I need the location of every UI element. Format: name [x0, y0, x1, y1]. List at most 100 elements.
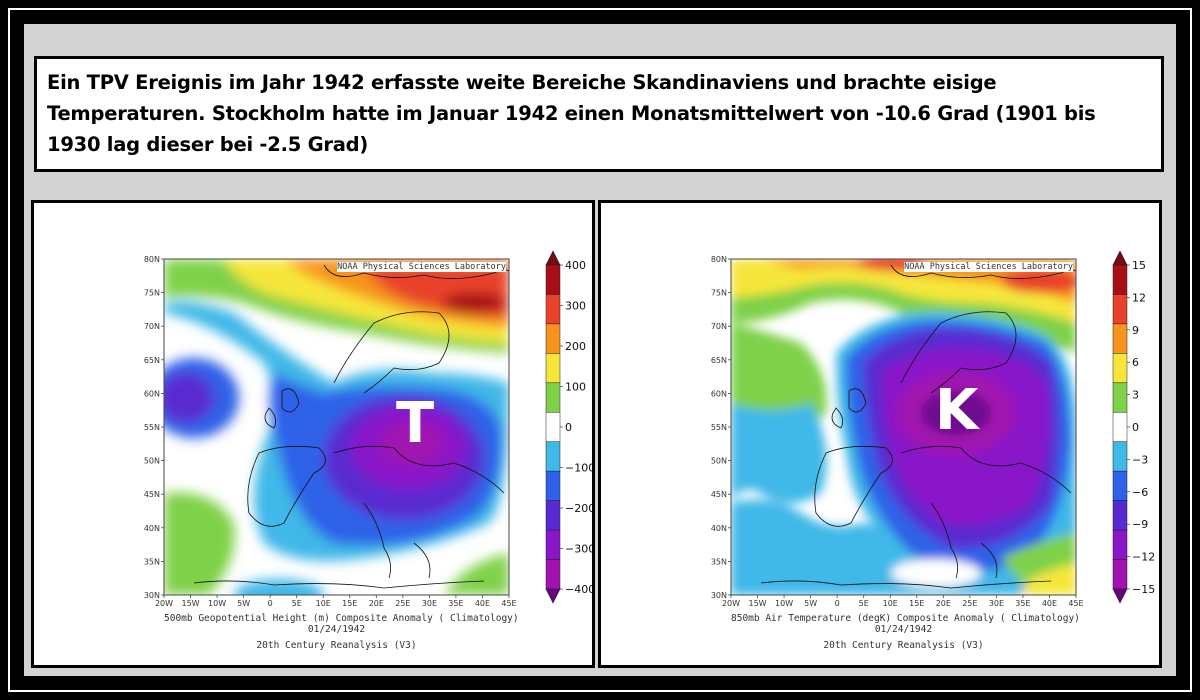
colorbar-label: 0 — [1132, 421, 1139, 434]
lon-tick-label: 15W — [181, 599, 199, 608]
lat-tick-label: 30N — [144, 591, 160, 600]
lat-tick-label: 60N — [144, 389, 160, 398]
colorbar-label: −12 — [1132, 551, 1155, 564]
lon-tick-label: 30E — [422, 599, 437, 608]
colorbar-temperature: 15 12 9 6 3 0 −3 −6 −9 −12 −15 — [1112, 250, 1155, 604]
lon-tick-label: 10W — [208, 599, 226, 608]
colorbar-label: −6 — [1132, 486, 1148, 499]
colorbar-label: 400 — [565, 259, 586, 272]
lat-tick-label: 55N — [144, 423, 160, 432]
colorbar-segment — [545, 529, 561, 560]
colorbar-segment — [545, 470, 561, 501]
lat-tick-label: 45N — [144, 490, 160, 499]
map-panel-temperature: 80N 75N 70N 65N 60N 55N 50N 45N 40N 35N 30N 20W 15W… — [598, 200, 1162, 668]
colorbar-segment — [545, 294, 561, 325]
colorbar-segment — [545, 382, 561, 413]
lat-tick-label: 50N — [711, 457, 727, 466]
colorbar-geopotential: 400 300 200 100 0 −100 −200 −300 −400 — [545, 250, 592, 604]
lat-tick-label: 70N — [144, 322, 160, 331]
lon-tick-label: 5W — [237, 599, 250, 608]
colorbar-segment — [1112, 323, 1128, 354]
lon-tick-label: 5W — [804, 599, 817, 608]
colorbar-label: −400 — [565, 583, 592, 596]
colorbar-segment — [545, 353, 561, 384]
colorbar-label: 6 — [1132, 356, 1139, 369]
map-geopotential: 80N 75N 70N 65N 60N 55N 50N 45N 40N 35N 30N 20W 15W… — [144, 250, 592, 608]
colorbar-segment — [1112, 529, 1128, 560]
lat-tick-label: 35N — [144, 557, 160, 566]
outer-frame — [8, 8, 1192, 692]
colorbar-segment — [1112, 412, 1128, 442]
caption-line1: 500mb Geopotential Height (m) Composite … — [164, 613, 519, 624]
lon-tick-label: 15E — [342, 599, 357, 608]
lon-ticks: 20W 15W 10W 5W 0 5E 10E 15E 20E 25E 30E 35E 40E 45E — [155, 595, 517, 608]
header-caption: Ein TPV Ereignis im Jahr 1942 erfasste w… — [34, 56, 1164, 172]
lat-tick-label: 45N — [711, 490, 727, 499]
colorbar-label: 100 — [565, 381, 586, 394]
colorbar-label: −100 — [565, 462, 592, 475]
map-panel-geopotential: 80N 75N 70N 65N 60N 55N 50N 45N 40N 35N 30N 20W 15W… — [31, 200, 595, 668]
big-letter-k: K — [935, 378, 979, 443]
colorbar-arrow-bottom — [545, 588, 561, 604]
colorbar-segment — [545, 264, 561, 295]
lat-ticks: 80N 75N 70N 65N 60N 55N 50N 45N 40N 35N 30N — [711, 255, 731, 600]
colorbar-arrow-bottom — [1112, 588, 1128, 604]
colorbar-label: 0 — [565, 421, 572, 434]
colorbar-segment — [1112, 441, 1128, 472]
lon-tick-label: 10E — [316, 599, 331, 608]
lat-tick-label: 60N — [711, 389, 727, 398]
lat-tick-label: 65N — [144, 356, 160, 365]
lon-tick-label: 20E — [369, 599, 384, 608]
colorbar-label: 3 — [1132, 389, 1139, 402]
caption-line3: 20th Century Reanalysis (V3) — [256, 640, 417, 651]
lon-tick-label: 0 — [268, 599, 273, 608]
credit-label: NOAA Physical Sciences Laboratory — [337, 262, 506, 272]
lon-tick-label: 35E — [448, 599, 463, 608]
colorbar-segment — [545, 500, 561, 531]
anomaly-field-temperature — [731, 259, 1076, 595]
colorbar-label: 15 — [1132, 259, 1146, 272]
colorbar-label: 200 — [565, 340, 586, 353]
lon-tick-label: 45E — [501, 599, 516, 608]
colorbar-segment — [545, 412, 561, 442]
colorbar-segment — [1112, 470, 1128, 501]
lat-tick-label: 35N — [711, 557, 727, 566]
lon-tick-label: 35E — [1015, 599, 1030, 608]
lon-ticks: 20W 15W 10W 5W 0 5E 10E 15E 20E 25E 30E 35E 40E 45E — [722, 595, 1084, 608]
lon-tick-label: 15E — [909, 599, 924, 608]
lon-tick-label: 20W — [722, 599, 740, 608]
caption-line2: 01/24/1942 — [874, 624, 933, 635]
coastline-outline — [760, 264, 1076, 589]
colorbar-label: −9 — [1132, 518, 1148, 531]
lon-tick-label: 40E — [475, 599, 490, 608]
colorbar-segment — [1112, 500, 1128, 531]
anomaly-field-geopotential — [164, 259, 509, 595]
colorbar-label: 300 — [565, 300, 586, 313]
lon-tick-label: 25E — [962, 599, 977, 608]
colorbar-label: −200 — [565, 502, 592, 515]
colorbar-label: 12 — [1132, 291, 1146, 304]
lon-tick-label: 5E — [859, 599, 869, 608]
lat-tick-label: 65N — [711, 356, 727, 365]
credit-label: NOAA Physical Sciences Laboratory — [904, 262, 1073, 272]
colorbar-segment — [1112, 294, 1128, 325]
lon-tick-label: 40E — [1042, 599, 1057, 608]
lat-tick-label: 50N — [144, 457, 160, 466]
colorbar-label: −15 — [1132, 583, 1155, 596]
lat-tick-label: 75N — [144, 289, 160, 298]
lon-tick-label: 45E — [1068, 599, 1083, 608]
lat-tick-label: 40N — [144, 524, 160, 533]
caption-line2: 01/24/1942 — [307, 624, 366, 635]
lat-ticks: 80N 75N 70N 65N 60N 55N 50N 45N 40N 35N 30N — [144, 255, 164, 600]
colorbar-segment — [545, 441, 561, 472]
colorbar-label: −300 — [565, 543, 592, 556]
lat-tick-label: 80N — [144, 255, 160, 264]
lon-tick-label: 0 — [835, 599, 840, 608]
colorbar-segment — [1112, 353, 1128, 384]
lat-tick-label: 70N — [711, 322, 727, 331]
lon-tick-label: 25E — [395, 599, 410, 608]
lon-tick-label: 30E — [989, 599, 1004, 608]
colorbar-segment — [1112, 559, 1128, 590]
lat-tick-label: 40N — [711, 524, 727, 533]
colorbar-label: −3 — [1132, 453, 1148, 466]
